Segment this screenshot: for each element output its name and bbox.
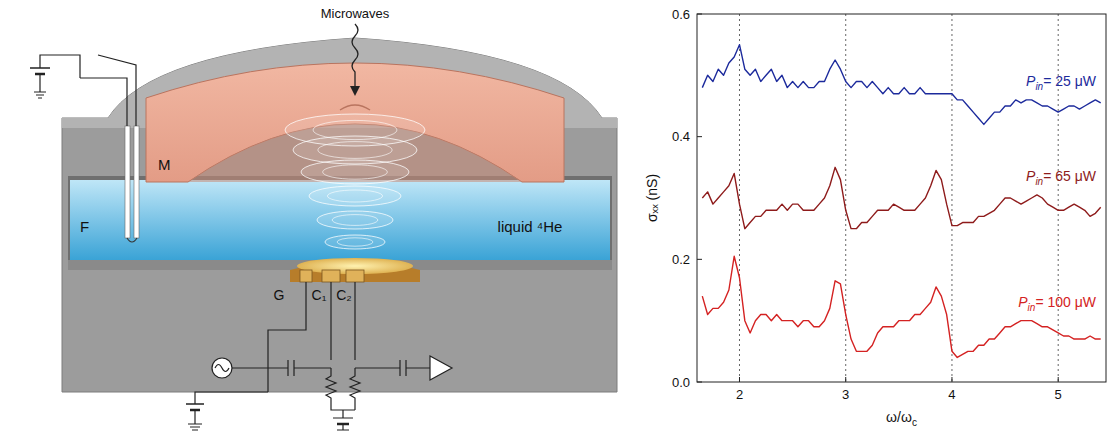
wire — [34, 74, 46, 98]
y-tick — [697, 382, 702, 383]
figure: Microwaves M Fliquid ⁴He G C₁ C₂ 2 3 4 5 0.0 0.2 0.4… — [0, 0, 1119, 437]
electrode-segment — [346, 270, 364, 282]
battery-plate — [186, 403, 204, 405]
wire — [350, 368, 360, 410]
diagram-label: G — [274, 287, 285, 303]
grid-line — [845, 14, 846, 382]
y-tick-label: 0.2 — [672, 252, 690, 267]
y-tick-label: 0.6 — [672, 7, 690, 22]
wire — [288, 360, 294, 376]
series-label-part: = 25 μW — [1043, 73, 1097, 89]
field-contour — [318, 142, 392, 159]
y-tick — [697, 14, 702, 15]
field-contour — [317, 211, 393, 229]
wire — [326, 368, 355, 410]
field-contour — [323, 165, 388, 179]
x-tick — [739, 377, 740, 382]
wire — [400, 360, 406, 376]
diagram-label: Microwaves — [321, 6, 390, 21]
liquid-helium — [70, 180, 610, 260]
y-tick — [697, 259, 702, 260]
microwave-arrow — [352, 24, 358, 92]
y-axis-title: σₓₓ (nS) — [644, 174, 660, 222]
series-line — [702, 256, 1100, 357]
battery-plate — [30, 67, 50, 69]
field-contour — [309, 186, 401, 206]
x-tick — [951, 377, 952, 382]
housing — [62, 38, 617, 392]
y-tick-label: 0.4 — [672, 129, 690, 144]
series-label: Pin= 65 μW — [1026, 168, 1097, 187]
electrode-segment — [322, 270, 340, 282]
series-label-part: = 65 μW — [1043, 168, 1097, 184]
series-label: Pin= 100 μW — [1018, 294, 1097, 313]
diagram-label: liquid ⁴He — [498, 218, 563, 235]
wire — [354, 282, 355, 360]
x-axis-title-part: ω/ω — [886, 409, 912, 425]
x-tick-label: 4 — [948, 387, 955, 402]
wire — [232, 367, 331, 368]
wire — [330, 282, 331, 360]
electrode-segment — [300, 270, 312, 282]
chart: 2 3 4 5 0.0 0.2 0.4 0.6 ω/ωc σₓₓ (nS) Pin= 25 μW Pi… — [644, 7, 1106, 429]
field-contour — [327, 190, 382, 202]
field-contour — [325, 235, 385, 249]
x-axis-title: ω/ωc — [886, 409, 917, 428]
filament-lead — [134, 126, 139, 238]
wire — [188, 410, 202, 430]
wire — [337, 424, 349, 430]
diagram-label: C₂ — [336, 287, 352, 303]
y-tick — [697, 136, 702, 137]
series-line — [702, 45, 1100, 125]
series-label-part: = 100 μW — [1035, 294, 1096, 310]
ac-wave — [215, 365, 229, 372]
mirror-hole — [340, 105, 370, 110]
field-contour — [332, 215, 378, 226]
filament-wire — [127, 238, 137, 242]
series-line — [702, 167, 1100, 228]
x-tick-label: 3 — [842, 387, 849, 402]
x-axis-title-subscript: c — [912, 417, 917, 428]
cavity — [68, 176, 612, 268]
diagram-label: M — [158, 156, 171, 173]
wire — [79, 66, 80, 78]
diagram-label: C₁ — [312, 287, 327, 303]
wire — [40, 55, 80, 68]
x-tick-label: 5 — [1055, 387, 1062, 402]
x-tick — [845, 377, 846, 382]
x-tick-label: 2 — [736, 387, 743, 402]
field-contour — [337, 238, 373, 246]
plot-lines — [702, 45, 1100, 358]
series-label: Pin= 25 μW — [1026, 73, 1097, 92]
wire — [268, 282, 306, 392]
wire — [80, 78, 127, 126]
wire — [355, 367, 430, 368]
plot-frame — [697, 14, 1106, 382]
wire — [195, 392, 268, 404]
diagram-label: F — [80, 218, 89, 235]
arrow-head — [350, 86, 360, 96]
grid-line — [1058, 14, 1059, 382]
grid-line — [739, 14, 740, 382]
amplifier — [430, 356, 452, 380]
y-tick-label: 0.0 — [672, 375, 690, 390]
x-tick — [1058, 377, 1059, 382]
wire — [333, 410, 353, 418]
grid-line — [951, 14, 952, 382]
filament-lead — [125, 126, 130, 238]
field-contour — [301, 160, 409, 184]
apparatus-diagram: Microwaves M Fliquid ⁴He G C₁ C₂ — [30, 6, 617, 430]
ac-source — [212, 358, 232, 378]
wire — [98, 55, 136, 126]
